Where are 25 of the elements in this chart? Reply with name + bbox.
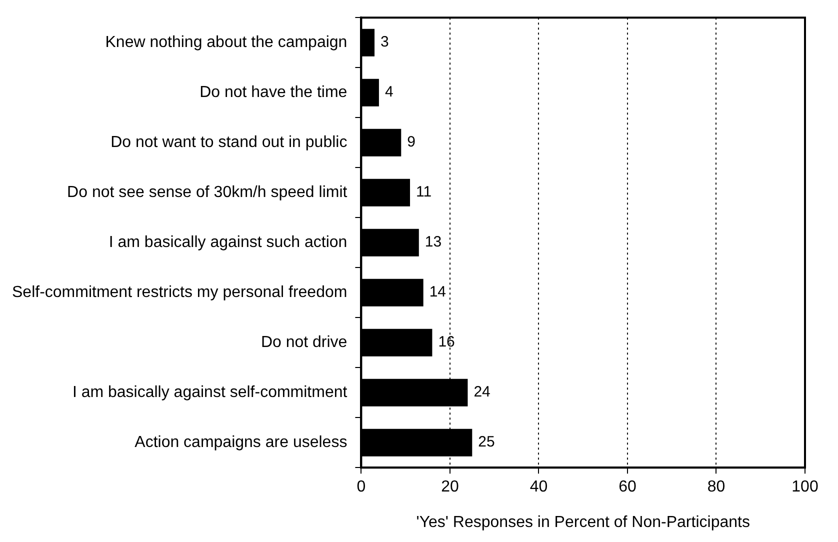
x-axis-title: 'Yes' Responses in Percent of Non-Participants bbox=[416, 514, 750, 531]
data-label: 3 bbox=[380, 34, 389, 51]
y-tick-label: I am basically against self-commitment bbox=[72, 384, 348, 402]
x-tick-label: 80 bbox=[707, 478, 726, 496]
y-tick-label: Knew nothing about the campaign bbox=[105, 34, 348, 52]
y-tick-label: Do not want to stand out in public bbox=[110, 134, 348, 152]
data-label: 13 bbox=[424, 234, 442, 251]
y-tick-label: I am basically against such action bbox=[108, 234, 348, 252]
y-tick-label: Action campaigns are useless bbox=[134, 434, 348, 452]
x-tick-label: 40 bbox=[530, 478, 548, 496]
data-label: 24 bbox=[474, 384, 490, 401]
data-label: 25 bbox=[478, 434, 495, 451]
data-label: 4 bbox=[384, 84, 394, 101]
x-tick-label: 20 bbox=[441, 478, 459, 496]
data-label: 9 bbox=[407, 134, 416, 151]
y-tick-label: Do not see sense of 30km/h speed limit bbox=[67, 184, 348, 202]
data-label: 16 bbox=[438, 334, 455, 351]
y-tick-label: Self-commitment restricts my personal freedom bbox=[12, 284, 348, 302]
y-tick-label: Do not have the time bbox=[200, 84, 348, 102]
x-tick-label: 100 bbox=[792, 478, 818, 496]
data-label: 14 bbox=[429, 284, 446, 301]
y-tick-label: Do not drive bbox=[260, 334, 348, 352]
x-tick-label: 0 bbox=[356, 478, 366, 496]
x-tick-label: 60 bbox=[618, 478, 636, 496]
data-label: 11 bbox=[416, 184, 432, 201]
